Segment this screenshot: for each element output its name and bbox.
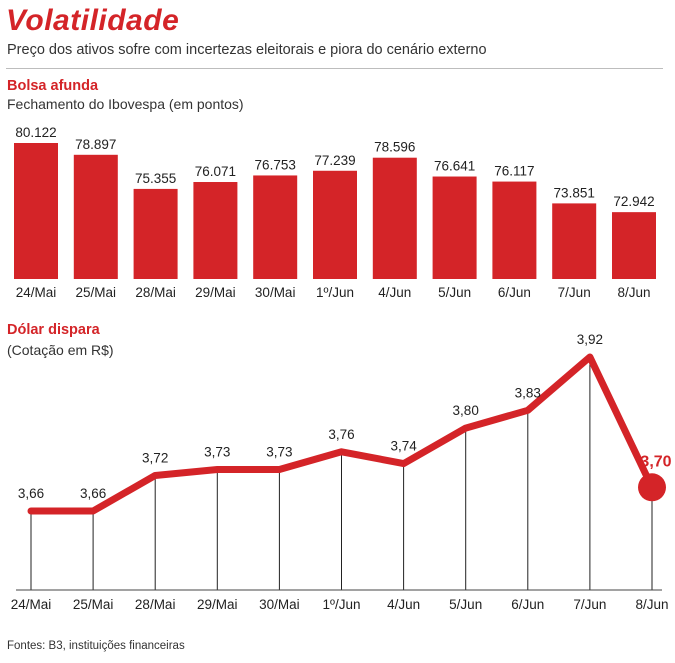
line-value-label: 3,70 [640,453,671,470]
bar-category-label: 1º/Jun [316,285,354,300]
line-category-label: 25/Mai [73,597,114,612]
bar-chart-subtitle: Fechamento do Ibovespa (em pontos) [7,96,244,112]
line-value-label: 3,66 [80,486,106,501]
bar-category-label: 24/Mai [16,285,57,300]
bar-value-label: 73.851 [554,185,595,200]
line-category-label: 29/Mai [197,597,238,612]
line-category-label: 4/Jun [387,597,420,612]
line-value-label: 3,66 [18,486,44,501]
line-chart-subtitle: (Cotação em R$) [7,342,114,358]
bar-value-label: 76.641 [434,159,475,174]
dollar-series-line [27,353,656,515]
bar-value-label: 72.942 [613,194,654,209]
bar-category-label: 7/Jun [558,285,591,300]
line-category-label: 28/Mai [135,597,176,612]
page-title: Volatilidade [6,4,180,37]
bar-24/Mai [14,143,58,279]
bar-25/Mai [73,154,118,279]
bar-category-label: 30/Mai [255,285,296,300]
line-category-label: 8/Jun [635,597,668,612]
bar-value-label: 78.897 [75,137,116,152]
bar-28/Mai [133,188,178,279]
bar-category-label: 29/Mai [195,285,236,300]
line-value-label: 3,72 [142,450,168,465]
bar-value-label: 76.117 [494,164,534,179]
bar-value-label: 76.753 [255,157,296,172]
bar-6/Jun [492,181,537,279]
bar-value-label: 76.071 [195,164,236,179]
bar-30/Mai [253,175,298,279]
last-point-marker [638,473,666,502]
line-value-label: 3,92 [577,332,603,347]
line-category-label: 7/Jun [573,597,606,612]
bar-1º/Jun [313,170,357,279]
line-category-label: 30/Mai [259,597,300,612]
line-value-label: 3,73 [266,445,292,460]
bar-category-label: 4/Jun [378,285,411,300]
bar-value-label: 78.596 [374,140,415,155]
line-category-label: 24/Mai [11,597,52,612]
bar-value-label: 77.239 [314,153,355,168]
bar-4/Jun [372,157,417,279]
bar-7/Jun [552,203,597,279]
bar-category-label: 25/Mai [76,285,117,300]
ibovespa-bar-chart: 80.122 24/Mai 78.897 25/Mai 75.355 28/Mai 76.0… [14,125,656,300]
bar-value-label: 80.122 [15,125,56,140]
bar-category-label: 8/Jun [617,285,650,300]
bar-chart-title: Bolsa afunda [7,78,99,94]
bar-29/Mai [193,182,238,279]
line-value-label: 3,76 [328,427,354,442]
line-category-label: 5/Jun [449,597,482,612]
source-note: Fontes: B3, instituições financeiras [7,640,185,652]
bar-value-label: 75.355 [135,171,176,186]
line-category-label: 1º/Jun [323,597,361,612]
line-value-label: 3,74 [390,439,417,454]
bar-5/Jun [432,176,477,279]
title-divider [6,68,663,69]
page-subtitle: Preço dos ativos sofre com incertezas el… [7,42,487,58]
line-value-label: 3,73 [204,445,230,460]
bar-category-label: 28/Mai [135,285,176,300]
bar-category-label: 6/Jun [498,285,531,300]
line-chart-title: Dólar dispara [7,322,100,338]
line-value-label: 3,80 [453,403,479,418]
bar-category-label: 5/Jun [438,285,471,300]
bar-8/Jun [612,212,656,279]
line-value-label: 3,83 [515,385,541,400]
line-category-label: 6/Jun [511,597,544,612]
